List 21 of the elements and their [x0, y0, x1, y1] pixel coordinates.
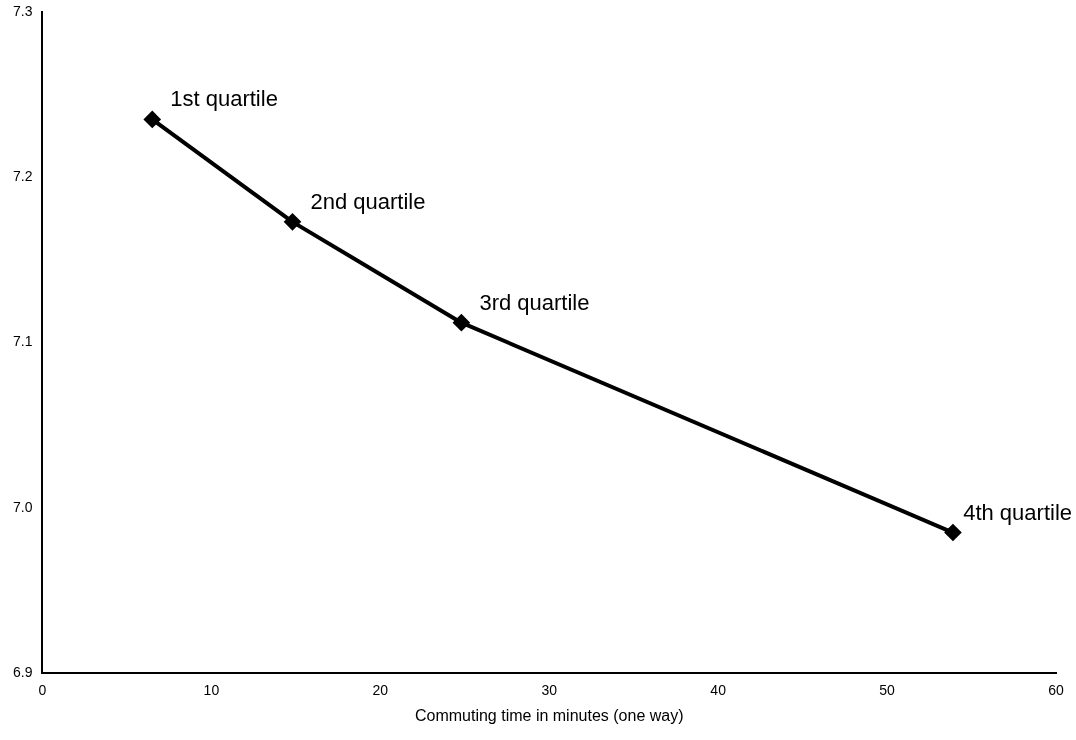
x-tick-label: 0 [38, 682, 47, 699]
point [944, 524, 961, 541]
annotation: 1st quartile [170, 86, 278, 112]
y-tick-label: 7.2 [12, 168, 33, 185]
x-tick-label: 50 [879, 682, 896, 699]
point [453, 314, 470, 331]
y-tick-label: 7.3 [12, 2, 33, 19]
x-axis-title: Commuting time in minutes (one way) [414, 706, 684, 724]
y-tick-label: 7.1 [12, 333, 33, 350]
y-tick-label: 7.0 [12, 498, 33, 515]
x-tick-label: 20 [372, 682, 389, 699]
point [144, 111, 161, 128]
x-tick-label: 30 [541, 682, 558, 699]
point [284, 213, 301, 230]
y-tick-label: 6.9 [12, 663, 33, 680]
annotation: 4th quartile [963, 499, 1073, 525]
annotation: 2nd quartile [310, 188, 426, 214]
annotation: 3rd quartile [479, 289, 590, 315]
x-tick-label: 60 [1048, 682, 1064, 699]
x-tick-label: 10 [203, 682, 220, 699]
x-tick-label: 40 [710, 682, 727, 699]
